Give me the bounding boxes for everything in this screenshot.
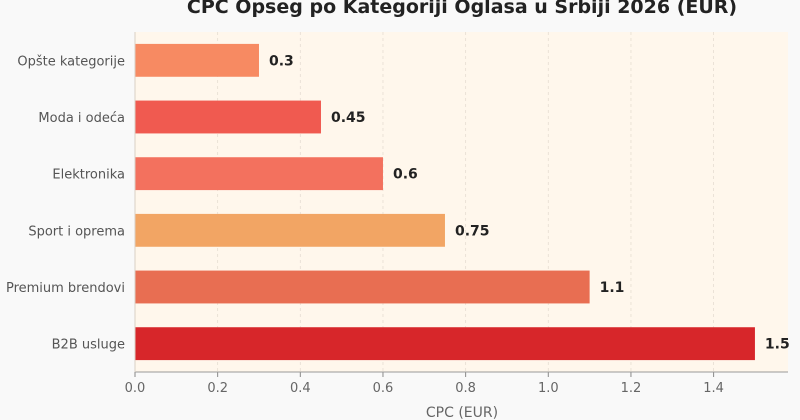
x-tick-label: 1.2 — [621, 381, 642, 396]
category-label: Opšte kategorije — [17, 54, 125, 69]
x-axis-title: CPC (EUR) — [426, 405, 498, 420]
bar — [135, 100, 321, 134]
bar — [135, 43, 259, 77]
bar-value-label: 0.3 — [269, 53, 294, 69]
x-tick-label: 1.4 — [703, 381, 724, 396]
plot-area — [135, 32, 788, 372]
bar-value-label: 0.75 — [455, 223, 490, 239]
category-label: Premium brendovi — [6, 281, 125, 296]
x-tick-label: 0.8 — [455, 381, 476, 396]
category-labels: Opšte kategorije Moda i odeća Elektronika S… — [6, 54, 125, 352]
bar-value-label: 0.45 — [331, 110, 366, 126]
x-tick-label: 0.6 — [373, 381, 394, 396]
x-ticks: 0.0 0.2 0.4 0.6 0.8 1.0 1.2 1.4 — [125, 372, 724, 396]
bar-value-label: 0.6 — [393, 167, 418, 183]
value-labels: 0.3 0.45 0.6 0.75 1.1 1.5 — [269, 53, 790, 352]
bar-value-label: 1.5 — [765, 337, 790, 353]
bars-group — [135, 43, 755, 361]
bar-value-label: 1.1 — [600, 280, 625, 296]
bar — [135, 270, 590, 304]
category-label: Elektronika — [52, 168, 125, 183]
chart-title: CPC Opseg po Kategoriji Oglasa u Srbiji … — [187, 0, 737, 18]
x-tick-label: 0.4 — [290, 381, 311, 396]
category-label: Moda i odeća — [38, 111, 125, 126]
category-label: B2B usluge — [52, 338, 125, 353]
grid-lines — [134, 32, 715, 372]
x-tick-label: 1.0 — [538, 381, 559, 396]
category-label: Sport i oprema — [28, 224, 125, 239]
bar — [135, 213, 445, 247]
x-tick-label: 0.2 — [207, 381, 228, 396]
bar — [135, 157, 383, 191]
x-tick-label: 0.0 — [125, 381, 146, 396]
bar — [135, 327, 755, 361]
